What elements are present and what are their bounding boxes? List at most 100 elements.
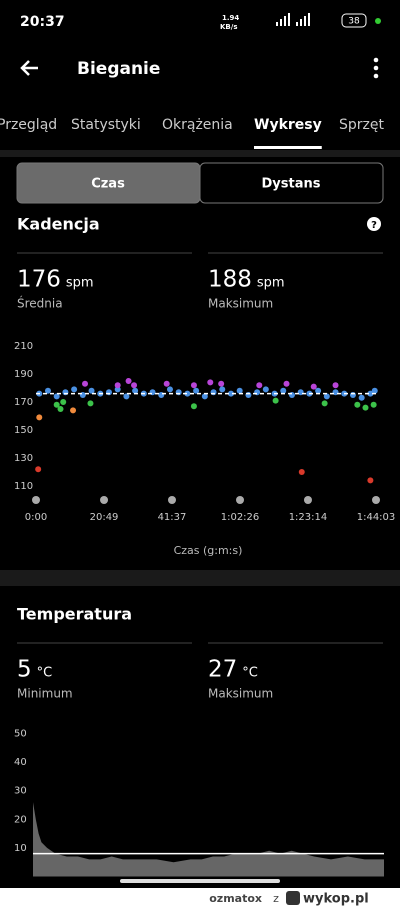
point: [370, 401, 377, 408]
point: [88, 387, 95, 394]
x-tick-label: 41:37: [158, 512, 187, 523]
point: [358, 394, 365, 401]
point: [114, 386, 121, 393]
point: [332, 382, 339, 389]
point: [71, 386, 78, 393]
home-indicator[interactable]: [120, 879, 280, 883]
point: [207, 379, 214, 386]
y-tick-label: 130: [14, 453, 33, 464]
footer-connector: z: [273, 892, 279, 905]
point: [227, 390, 234, 397]
footer-user: ozmatox: [209, 892, 262, 905]
x-tick-label: 1:02:26: [221, 512, 260, 523]
point: [114, 382, 121, 389]
x-tick: [372, 496, 380, 504]
x-tick-label: 20:49: [90, 512, 119, 523]
tab-underline: [254, 146, 322, 149]
help-icon[interactable]: [367, 217, 381, 231]
y-tick-label: 110: [14, 481, 33, 492]
x-tick: [303, 496, 312, 504]
tabs: Przegląd Statystyki Okrążenia Wykresy Sprzęt: [0, 117, 384, 149]
x-tick-label: 1:23:14: [289, 512, 328, 523]
point: [272, 397, 279, 404]
y-tick-label: 170: [14, 397, 33, 408]
y-tick-label: 10: [14, 843, 27, 854]
x-tick: [32, 496, 40, 504]
cadence-chart: 110 130 150 170 190 210 0:00 20:49 41:37 1:02:26 1…: [14, 341, 395, 557]
clock: 20:37: [20, 14, 65, 30]
back-button[interactable]: [20, 60, 38, 76]
point: [256, 382, 263, 389]
stat-value: 176: [17, 267, 61, 293]
point: [280, 387, 287, 394]
screen-title: Bieganie: [77, 59, 160, 79]
temperature-chart: 10 20 30 40 50: [14, 729, 384, 877]
point: [184, 390, 191, 397]
stat-label: Minimum: [17, 687, 73, 701]
point: [87, 400, 94, 407]
point: [166, 386, 173, 393]
y-tick-label: 30: [14, 786, 27, 797]
x-tick-label: 0:00: [25, 512, 47, 523]
section-title: Temperatura: [17, 605, 132, 624]
footer: [0, 888, 400, 909]
toggle-label: Czas: [91, 177, 125, 192]
menu-button[interactable]: [373, 57, 379, 79]
y-tick-label: 190: [14, 369, 33, 380]
tab[interactable]: Sprzęt: [339, 117, 384, 133]
point: [321, 400, 328, 407]
y-tick-label: 150: [14, 425, 33, 436]
point: [354, 401, 361, 408]
point: [315, 387, 322, 394]
dot: [375, 18, 381, 24]
point: [298, 469, 305, 475]
stat-value: 188: [208, 267, 252, 293]
y-tick-label: 50: [14, 729, 27, 740]
point: [125, 378, 132, 384]
point: [362, 404, 369, 411]
tab[interactable]: Przegląd: [0, 117, 57, 133]
tab[interactable]: Statystyki: [71, 117, 141, 133]
point: [53, 393, 60, 400]
toggle-option[interactable]: [199, 162, 384, 204]
point: [57, 406, 64, 412]
section-title: Kadencja: [17, 215, 100, 234]
point: [193, 387, 200, 394]
point: [82, 380, 89, 387]
point: [218, 380, 225, 387]
point: [163, 380, 170, 387]
point: [53, 401, 60, 408]
net-speed: 1.94: [222, 14, 239, 22]
point: [323, 393, 330, 400]
point: [60, 399, 67, 405]
point: [44, 387, 51, 394]
point: [236, 387, 243, 394]
x-axis-label: Czas (g:m:s): [174, 544, 243, 557]
y-tick-label: 40: [14, 757, 27, 768]
stat-unit: spm: [66, 276, 94, 291]
point: [36, 414, 43, 421]
x-tick: [167, 496, 176, 504]
point: [367, 477, 374, 484]
point: [123, 393, 130, 400]
stat-label: Średnia: [17, 296, 63, 311]
tab[interactable]: Wykresy: [254, 117, 322, 133]
x-tick-label: 1:44:03: [357, 512, 396, 523]
battery-level: 38: [348, 17, 360, 27]
x-tick: [236, 496, 245, 504]
point: [190, 382, 197, 389]
point: [70, 407, 77, 414]
x-tick: [100, 496, 109, 504]
point: [283, 380, 290, 387]
y-tick-label: 20: [14, 814, 27, 825]
tab[interactable]: Okrążenia: [162, 117, 233, 133]
point: [367, 390, 374, 397]
signal-icons: [276, 13, 310, 26]
point: [262, 386, 269, 393]
net-unit: KB/s: [220, 23, 237, 31]
point: [310, 383, 317, 390]
footer-site: wykop.pl: [303, 892, 369, 907]
toggle: Czas Dystans: [16, 162, 384, 204]
